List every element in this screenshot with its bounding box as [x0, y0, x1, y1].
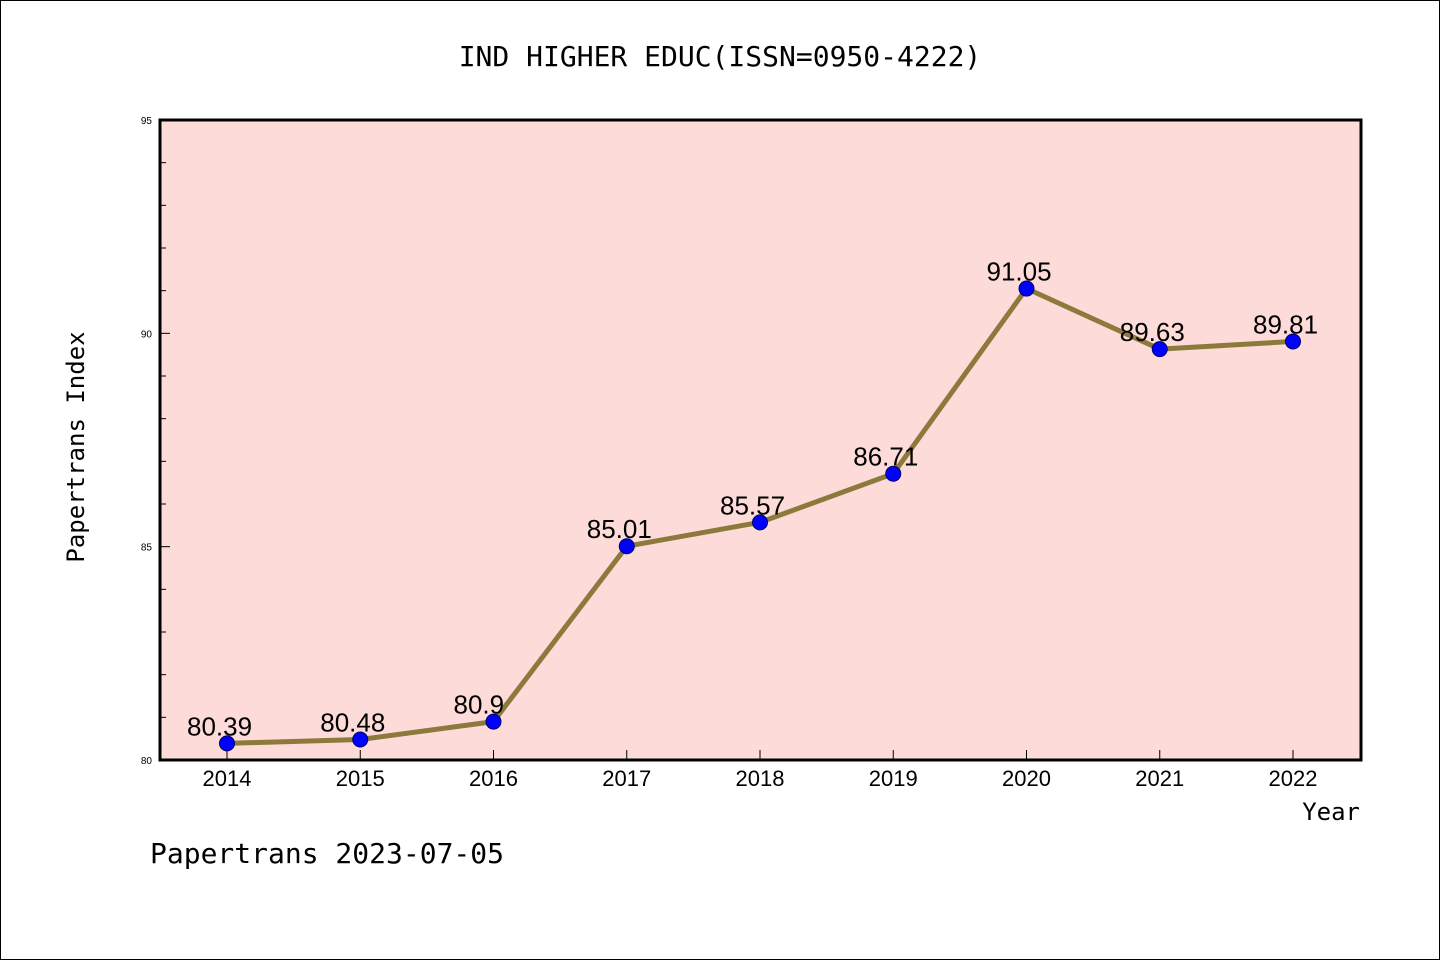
data-label: 80.39 — [187, 711, 252, 741]
data-point — [1151, 341, 1168, 358]
data-point — [485, 713, 502, 730]
x-tick-label: 2022 — [1269, 766, 1318, 791]
x-tick-label: 2014 — [203, 766, 252, 791]
x-axis-title: Year — [1302, 798, 1360, 826]
data-label: 86.71 — [853, 442, 918, 472]
data-label: 89.63 — [1120, 317, 1185, 347]
y-tick-label: 85 — [141, 543, 153, 554]
data-label: 80.9 — [454, 690, 505, 720]
x-tick-label: 2016 — [469, 766, 518, 791]
plot-area — [158, 118, 1363, 762]
y-axis-title: Papertrans Index — [62, 331, 90, 562]
data-point — [885, 465, 902, 482]
data-point — [352, 731, 369, 748]
data-label: 91.05 — [987, 257, 1052, 287]
y-axis: 80 85 90 95 — [141, 116, 170, 767]
y-tick-label: 80 — [141, 756, 153, 767]
series-markers — [219, 280, 1301, 752]
x-tick-label: 2017 — [602, 766, 651, 791]
x-axis: 2014 2015 2016 2017 2018 2019 2020 2021 2022 — [203, 750, 1318, 791]
x-tick-label: 2019 — [869, 766, 918, 791]
x-tick-label: 2021 — [1135, 766, 1184, 791]
data-label: 89.81 — [1253, 309, 1318, 339]
y-tick-label: 95 — [141, 116, 153, 127]
data-label: 80.48 — [320, 708, 385, 738]
data-label: 85.57 — [720, 490, 785, 520]
y-tick-label: 90 — [141, 329, 153, 340]
data-point — [1285, 333, 1301, 350]
x-tick-label: 2015 — [336, 766, 385, 791]
data-point — [752, 514, 768, 531]
footer-credit: Papertrans 2023-07-05 — [150, 837, 504, 870]
data-label: 85.01 — [587, 514, 652, 544]
x-tick-label: 2020 — [1002, 766, 1051, 791]
data-point — [1018, 280, 1035, 297]
chart-title: IND HIGHER EDUC(ISSN=0950-4222) — [459, 40, 982, 73]
data-labels: 80.39 80.48 80.9 85.01 85.57 86.71 91.05 89.63 8… — [187, 257, 1318, 742]
data-point — [219, 735, 235, 752]
x-tick-label: 2018 — [736, 766, 785, 791]
data-point — [618, 538, 635, 555]
